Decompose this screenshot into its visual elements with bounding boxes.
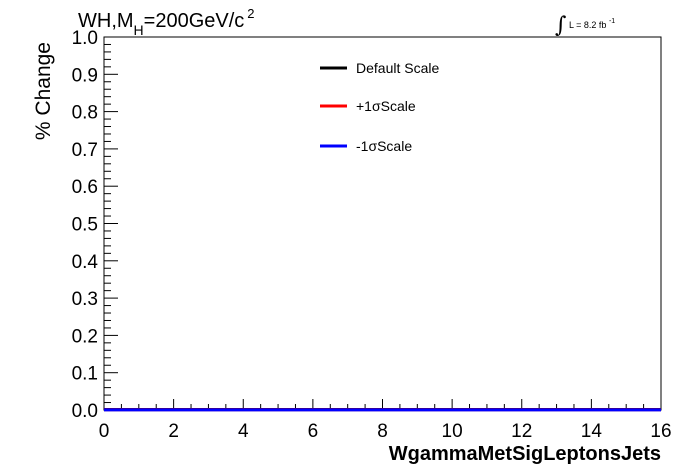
y-tick-label: 0.5 (72, 215, 98, 236)
x-axis-label: WgammaMetSigLeptonsJets (389, 443, 661, 465)
x-tick-label: 12 (511, 421, 532, 442)
y-tick-label: 0.6 (72, 177, 98, 198)
legend-label: +1σScale (356, 98, 416, 114)
legend-label: -1σScale (356, 138, 412, 154)
y-tick-label: 0.0 (72, 401, 98, 422)
plot-frame (103, 36, 662, 411)
y-tick-label: 0.4 (72, 252, 99, 273)
chart-title-prefix: WH,M (78, 10, 134, 32)
x-tick-label: 4 (238, 421, 249, 442)
luminosity-label: ∫ L = 8.2 fb -1 (555, 9, 616, 38)
chart-title-subscript: H (133, 22, 144, 38)
x-tick-label: 6 (308, 421, 319, 442)
y-axis-label: % Change (32, 42, 55, 140)
y-tick-label: 0.7 (72, 140, 98, 161)
x-tick-label: 0 (99, 421, 110, 442)
y-tick-label: 0.9 (72, 65, 98, 86)
x-tick-label: 14 (581, 421, 603, 442)
y-tick-label: 0.3 (72, 289, 98, 310)
x-tick-label: 16 (650, 421, 671, 442)
chart-title-main: =200GeV/c (143, 10, 245, 32)
y-tick-label: 0.2 (72, 326, 98, 347)
x-tick-label: 10 (442, 421, 463, 442)
luminosity-text: L = 8.2 fb (568, 20, 607, 30)
integral-symbol: ∫ (555, 13, 567, 38)
chart-title: WH,MH=200GeV/c 2 (78, 6, 255, 38)
legend-label: Default Scale (356, 60, 439, 76)
x-tick-label: 2 (168, 421, 179, 442)
y-tick-label: 0.1 (72, 364, 98, 385)
luminosity-superscript: -1 (608, 18, 616, 25)
y-tick-label: 1.0 (72, 28, 98, 49)
chart-title-superscript: 2 (247, 6, 255, 21)
y-tick-label: 0.8 (72, 103, 98, 124)
x-tick-label: 8 (377, 421, 388, 442)
